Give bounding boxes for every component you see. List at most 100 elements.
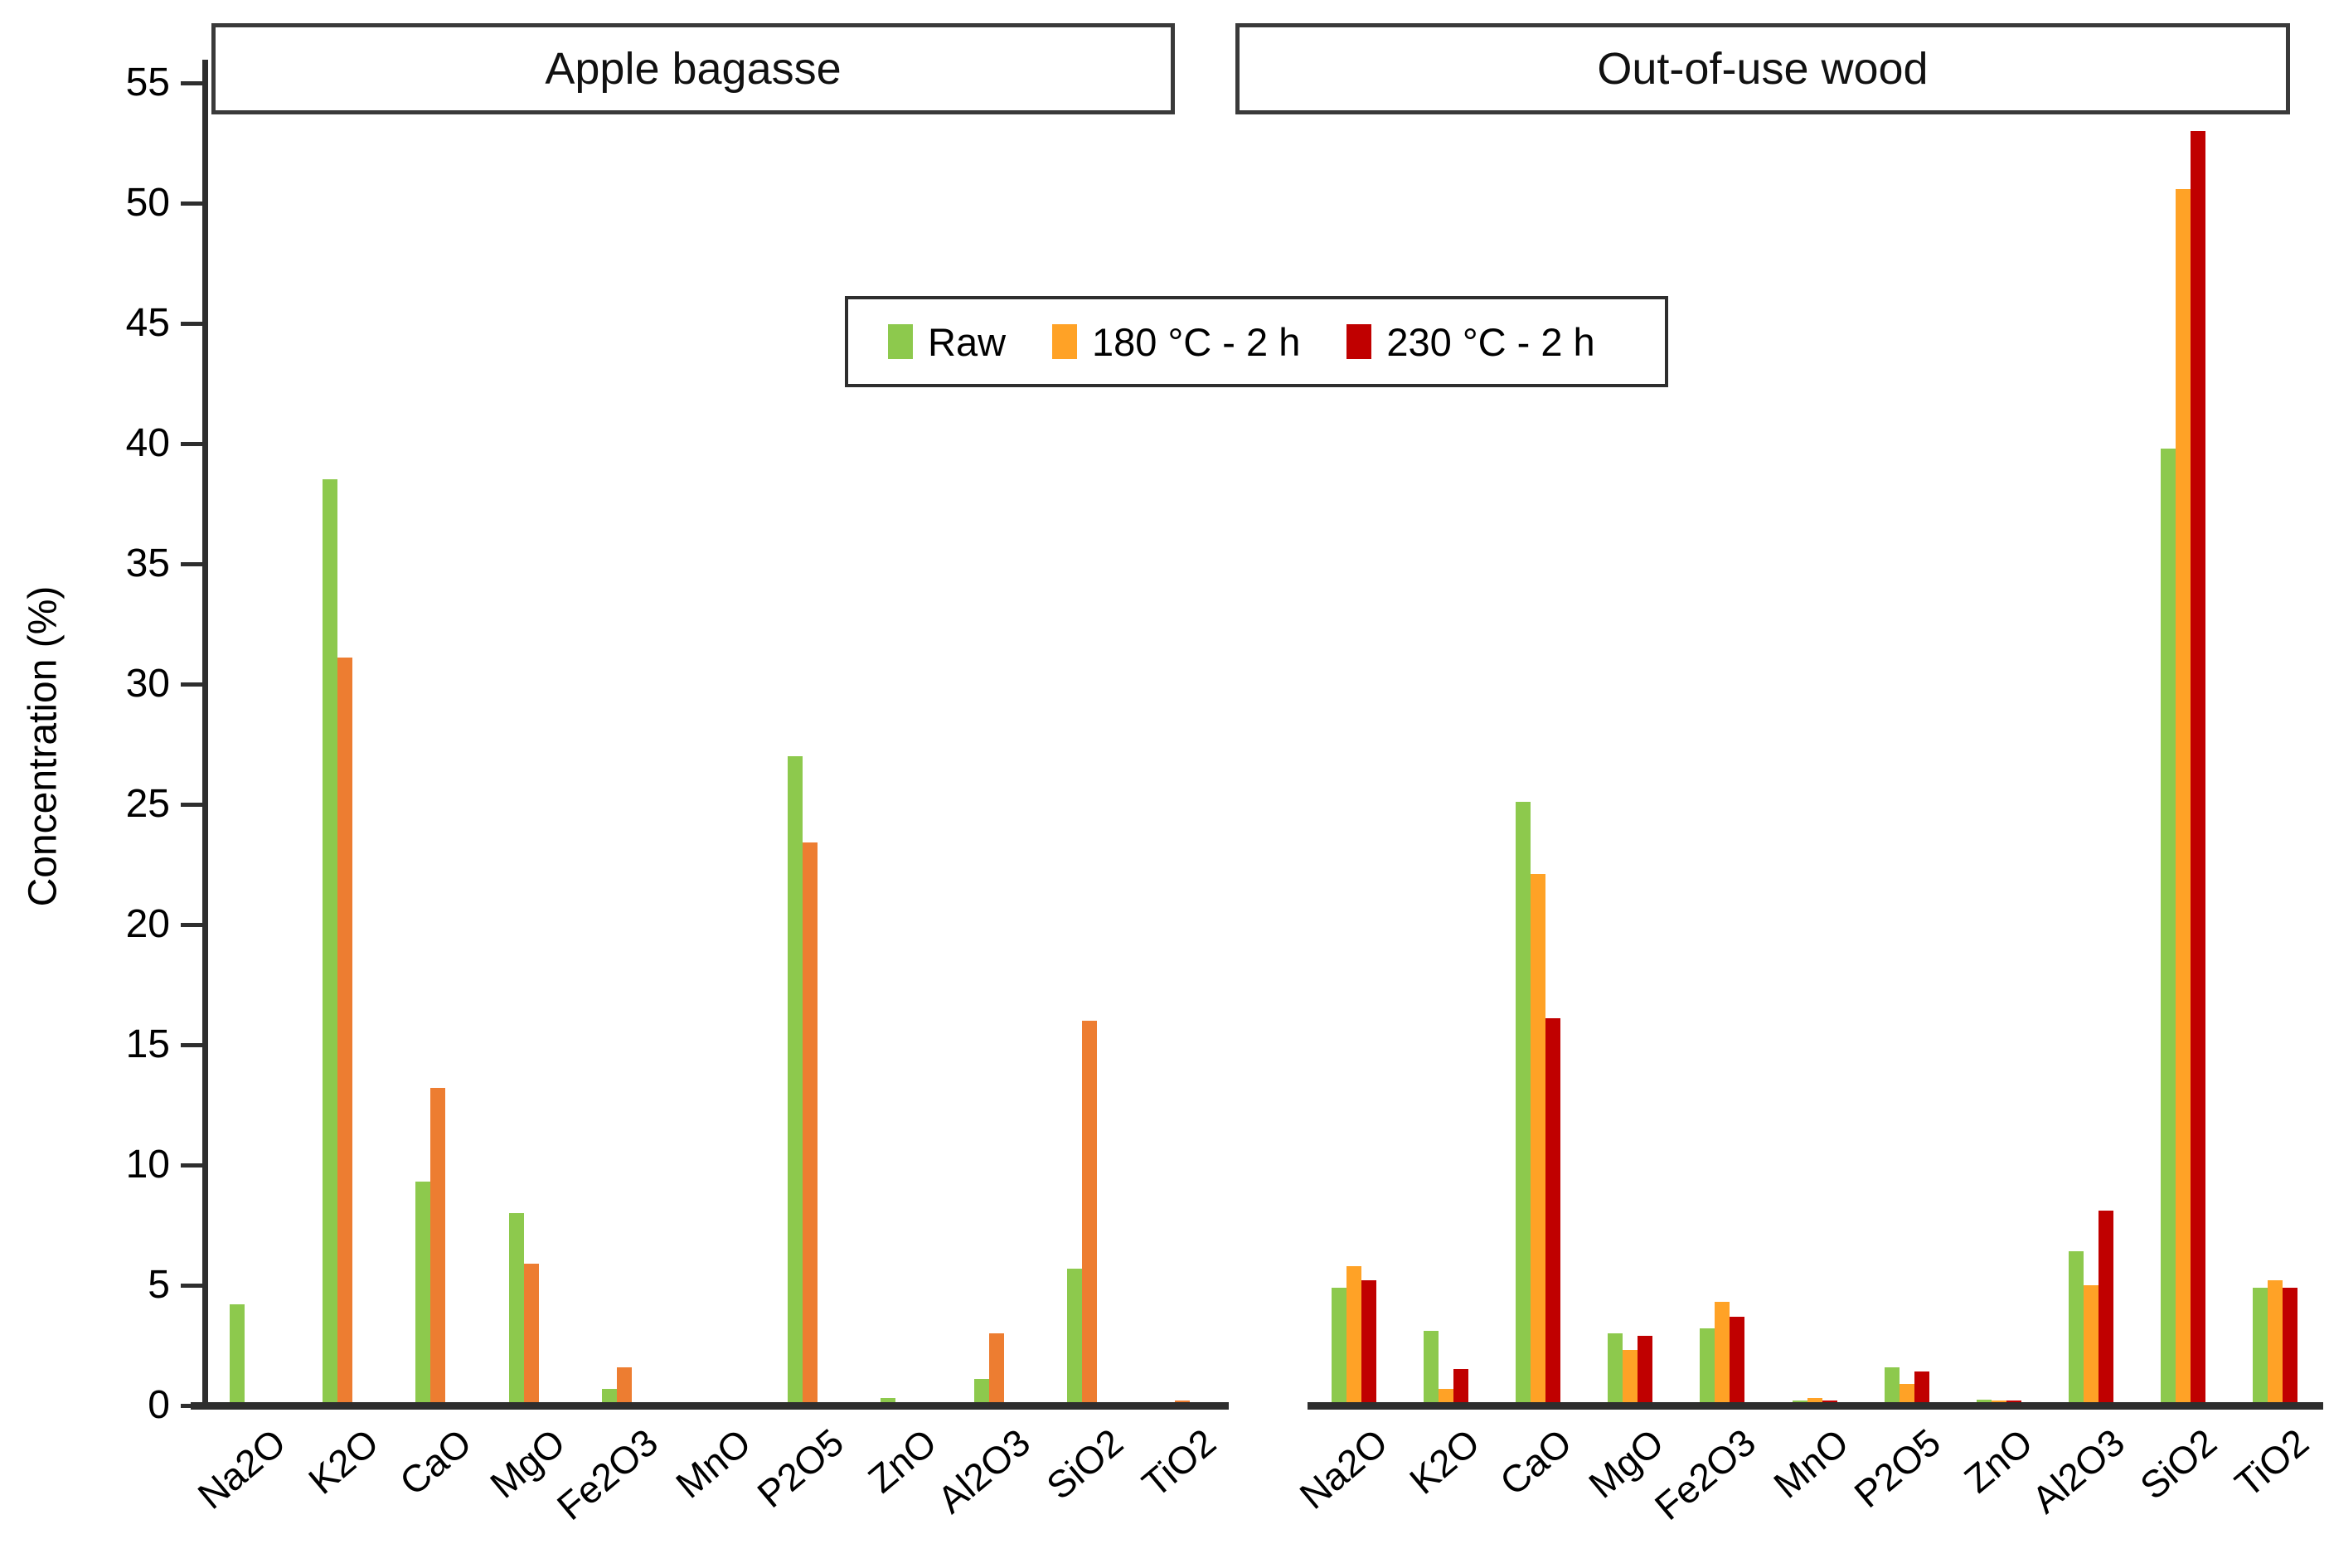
bar-out-of-use-wood-fe2o3-series1 <box>1715 1302 1730 1405</box>
bar-apple-bagasse-fe2o3-series0 <box>602 1389 617 1405</box>
legend-label-1: 180 °C - 2 h <box>1092 319 1301 364</box>
bar-out-of-use-wood-mno-series1 <box>1807 1398 1822 1405</box>
legend-swatch-1 <box>1052 324 1078 359</box>
bar-out-of-use-wood-al2o3-series2 <box>2099 1211 2113 1405</box>
x-category-label-fe2o3: Fe2O3 <box>1646 1420 1764 1529</box>
x-category-label-sio2: SiO2 <box>1038 1420 1132 1508</box>
y-tick-label-55: 55 <box>125 61 170 104</box>
bar-out-of-use-wood-al2o3-series1 <box>2084 1285 2099 1405</box>
bar-out-of-use-wood-al2o3-series0 <box>2069 1251 2084 1405</box>
bar-out-of-use-wood-k2o-series2 <box>1453 1369 1468 1405</box>
y-tick-25 <box>181 803 202 807</box>
bar-apple-bagasse-mgo-series0 <box>509 1213 524 1405</box>
x-category-label-mno: MnO <box>1765 1420 1857 1507</box>
bar-out-of-use-wood-na2o-series1 <box>1346 1266 1361 1405</box>
legend-swatch-2 <box>1346 324 1372 359</box>
bar-apple-bagasse-sio2-series0 <box>1067 1269 1082 1405</box>
panel-title-apple-bagasse: Apple bagasse <box>211 23 1175 114</box>
y-tick-35 <box>181 562 202 566</box>
y-tick-label-10: 10 <box>125 1143 170 1187</box>
y-tick-label-0: 0 <box>148 1383 170 1427</box>
y-tick-45 <box>181 322 202 326</box>
bar-out-of-use-wood-p2o5-series0 <box>1885 1367 1900 1405</box>
bar-apple-bagasse-fe2o3-series1 <box>617 1367 632 1405</box>
legend-item-0: Raw <box>888 319 1006 365</box>
x-category-label-al2o3: Al2O3 <box>2023 1420 2133 1522</box>
bar-out-of-use-wood-tio2-series0 <box>2253 1288 2268 1405</box>
x-category-label-k2o: K2O <box>300 1420 387 1502</box>
x-category-label-p2o5: P2O5 <box>749 1420 852 1517</box>
legend-item-2: 230 °C - 2 h <box>1346 319 1595 365</box>
y-tick-label-25: 25 <box>125 782 170 826</box>
bar-out-of-use-wood-na2o-series2 <box>1361 1280 1376 1405</box>
y-tick-label-45: 45 <box>125 301 170 345</box>
bar-out-of-use-wood-sio2-series1 <box>2176 189 2191 1405</box>
bar-out-of-use-wood-mgo-series2 <box>1638 1336 1652 1405</box>
y-tick-label-30: 30 <box>125 662 170 706</box>
bar-out-of-use-wood-cao-series0 <box>1516 802 1531 1405</box>
legend-box: Raw 180 °C - 2 h 230 °C - 2 h <box>845 296 1668 387</box>
y-tick-label-50: 50 <box>125 181 170 225</box>
bar-apple-bagasse-k2o-series0 <box>323 479 337 1405</box>
y-tick-10 <box>181 1163 202 1168</box>
x-category-label-tio2: TiO2 <box>1133 1420 1225 1506</box>
bar-out-of-use-wood-sio2-series0 <box>2161 449 2176 1405</box>
x-category-label-sio2: SiO2 <box>2132 1420 2225 1508</box>
y-tick-20 <box>181 923 202 927</box>
bar-out-of-use-wood-fe2o3-series2 <box>1730 1317 1744 1405</box>
y-tick-50 <box>181 201 202 206</box>
bar-out-of-use-wood-p2o5-series1 <box>1900 1384 1914 1405</box>
bar-apple-bagasse-sio2-series1 <box>1082 1021 1097 1405</box>
bar-apple-bagasse-k2o-series1 <box>337 658 352 1405</box>
bar-apple-bagasse-na2o-series0 <box>230 1304 245 1405</box>
x-category-label-na2o: Na2O <box>1291 1420 1396 1517</box>
bar-out-of-use-wood-k2o-series0 <box>1424 1331 1439 1405</box>
y-tick-55 <box>181 81 202 85</box>
bar-out-of-use-wood-fe2o3-series0 <box>1700 1328 1715 1405</box>
x-category-label-cao: CaO <box>1492 1420 1580 1504</box>
bar-out-of-use-wood-cao-series1 <box>1531 874 1545 1405</box>
bar-apple-bagasse-al2o3-series1 <box>989 1333 1004 1405</box>
y-tick-label-5: 5 <box>148 1263 170 1307</box>
y-tick-label-35: 35 <box>125 541 170 585</box>
x-category-label-p2o5: P2O5 <box>1846 1420 1949 1517</box>
bar-apple-bagasse-zno-series0 <box>881 1398 895 1405</box>
x-category-label-al2o3: Al2O3 <box>929 1420 1039 1522</box>
bar-out-of-use-wood-mgo-series1 <box>1623 1350 1638 1405</box>
y-tick-30 <box>181 682 202 687</box>
y-tick-5 <box>181 1284 202 1288</box>
bar-out-of-use-wood-cao-series2 <box>1545 1018 1560 1405</box>
bar-out-of-use-wood-tio2-series2 <box>2283 1288 2297 1405</box>
panel-title-out-of-use-wood: Out-of-use wood <box>1235 23 2290 114</box>
y-axis-line <box>202 60 208 1410</box>
y-axis-title: Concentration (%) <box>21 585 66 907</box>
x-category-label-fe2o3: Fe2O3 <box>548 1420 667 1529</box>
x-category-label-cao: CaO <box>391 1420 480 1504</box>
x-category-label-na2o: Na2O <box>189 1420 294 1517</box>
y-tick-label-20: 20 <box>125 902 170 946</box>
y-tick-40 <box>181 442 202 446</box>
bar-apple-bagasse-p2o5-series1 <box>803 842 818 1405</box>
legend-label-2: 230 °C - 2 h <box>1386 319 1595 364</box>
legend-item-1: 180 °C - 2 h <box>1052 319 1300 365</box>
x-category-label-mno: MnO <box>667 1420 759 1507</box>
bar-out-of-use-wood-tio2-series1 <box>2268 1280 2283 1405</box>
bar-out-of-use-wood-mgo-series0 <box>1608 1333 1623 1405</box>
x-category-label-k2o: K2O <box>1401 1420 1488 1502</box>
y-tick-label-40: 40 <box>125 421 170 465</box>
bar-apple-bagasse-mgo-series1 <box>524 1264 539 1405</box>
bar-out-of-use-wood-na2o-series0 <box>1332 1288 1346 1405</box>
bar-apple-bagasse-cao-series0 <box>415 1182 430 1405</box>
legend-label-0: Raw <box>928 319 1007 364</box>
y-tick-label-15: 15 <box>125 1022 170 1066</box>
y-tick-15 <box>181 1043 202 1047</box>
legend-swatch-0 <box>888 324 913 359</box>
bar-out-of-use-wood-k2o-series1 <box>1439 1389 1453 1405</box>
x-axis-line-right-panel <box>1308 1402 2323 1410</box>
bar-out-of-use-wood-p2o5-series2 <box>1914 1371 1929 1405</box>
bar-apple-bagasse-cao-series1 <box>430 1088 445 1405</box>
bar-apple-bagasse-p2o5-series0 <box>788 756 803 1405</box>
x-category-label-tio2: TiO2 <box>2226 1420 2317 1506</box>
bar-apple-bagasse-al2o3-series0 <box>974 1379 989 1405</box>
